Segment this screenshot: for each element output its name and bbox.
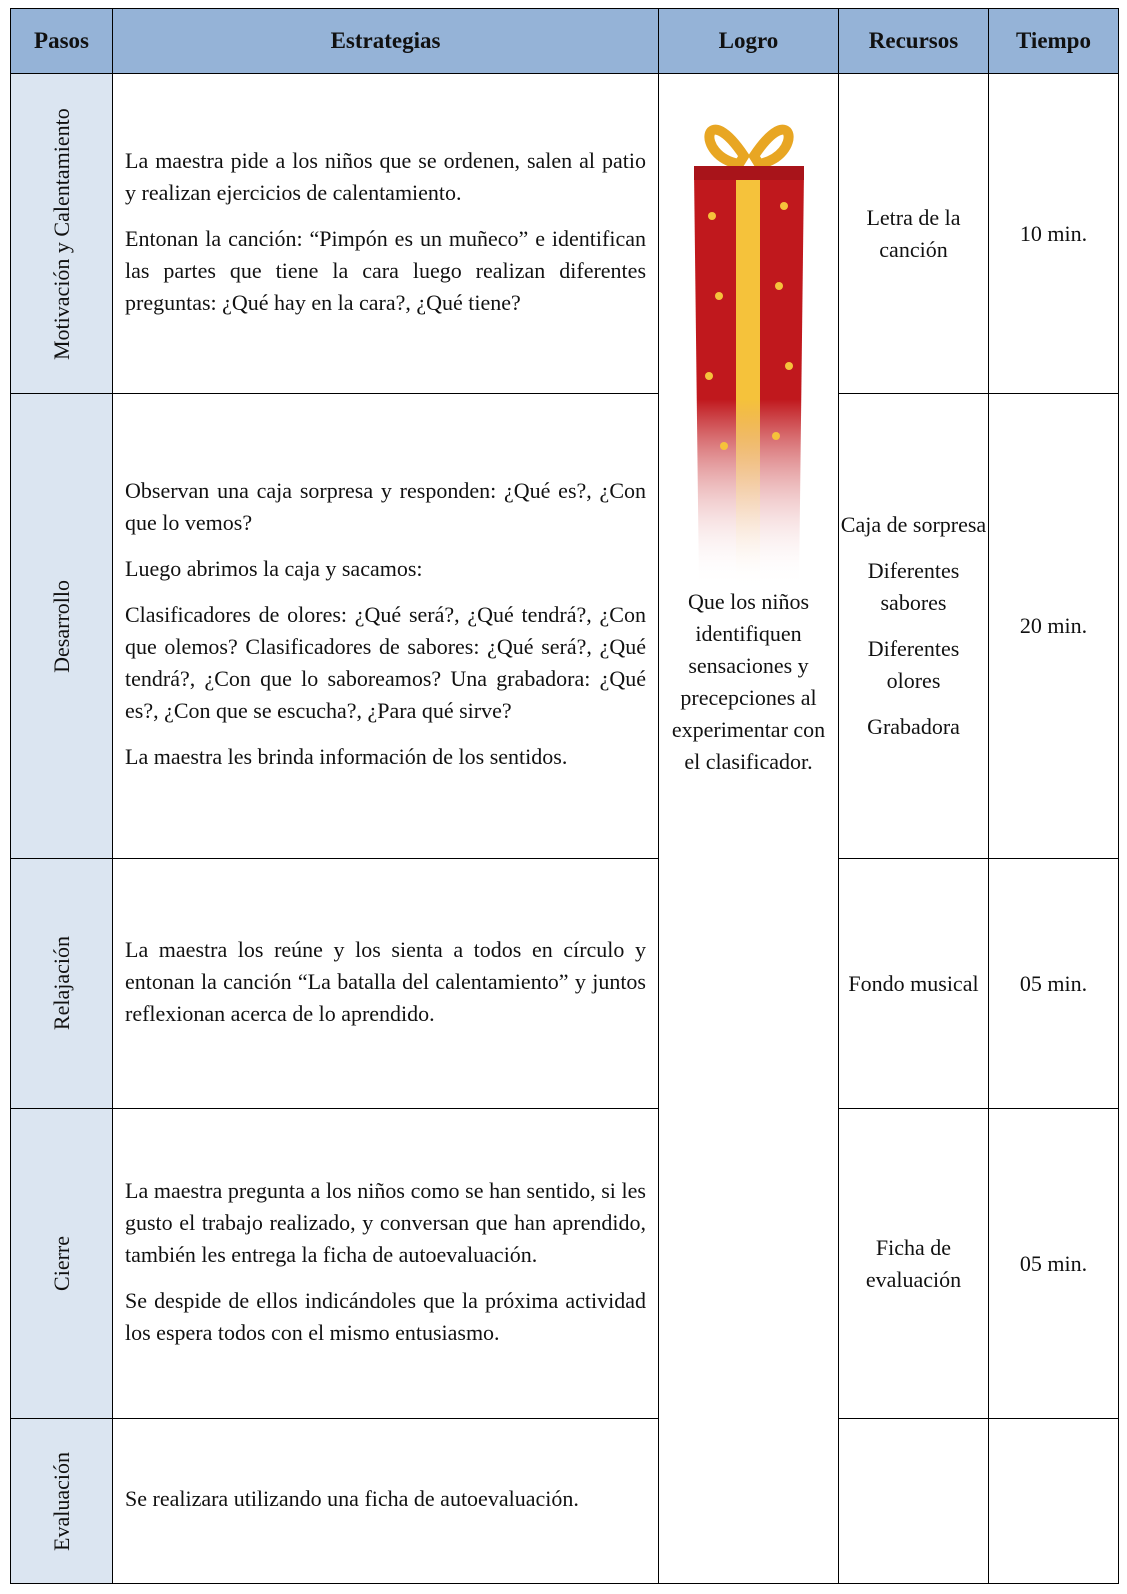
step-cell: Cierre	[10, 1108, 113, 1419]
resource-cell	[838, 1418, 989, 1584]
row: Motivación y Calentamiento La maestra pi…	[10, 73, 1119, 1584]
step-cell: Relajación	[10, 858, 113, 1109]
step-cell: Motivación y Calentamiento	[10, 73, 113, 394]
resource-text: Fondo musical	[848, 970, 979, 996]
strategy-text: La maestra los reúne y los sienta a todo…	[125, 936, 646, 1026]
header-cell: Estrategias	[112, 8, 659, 74]
header-cell: Tiempo	[988, 8, 1119, 74]
step-cell: Desarrollo	[10, 393, 113, 859]
strategy-text: Entonan la canción: “Pimpón es un muñeco…	[125, 225, 646, 315]
strategy-cell: Observan una caja sorpresa y responden: …	[112, 393, 659, 859]
resource-cell: Ficha de evaluación	[838, 1108, 989, 1419]
strategy-text: Clasificadores de olores: ¿Qué será?, ¿Q…	[125, 602, 646, 723]
strategy-text: Se realizara utilizando una ficha de aut…	[125, 1486, 579, 1511]
strategy-cell: Se realizara utilizando una ficha de aut…	[112, 1418, 659, 1584]
achievement-text: Que los niños identifiquen sensaciones y…	[671, 589, 826, 774]
resource-text: Letra de la canción	[866, 204, 961, 262]
resource-text: Caja de sorpresa	[840, 512, 987, 537]
resource-text: Diferentes sabores	[867, 558, 960, 615]
resource-cell: Letra de la canción	[838, 73, 989, 394]
time-cell: 05 min.	[988, 1108, 1119, 1419]
step-cell: Evaluación	[10, 1418, 113, 1584]
step-label: Cierre	[48, 1236, 74, 1291]
strategy-text: La maestra pregunta a los niños como se …	[125, 1177, 646, 1267]
gift-icon	[693, 124, 804, 586]
achievement-cell: Que los niños identifiquen sensaciones y…	[658, 73, 839, 1584]
step-label: Evaluación	[48, 1451, 74, 1551]
strategy-text: Se despide de ellos indicándoles que la …	[125, 1287, 646, 1345]
time-cell: 20 min.	[988, 393, 1119, 859]
strategy-text: Luego abrimos la caja y sacamos:	[125, 556, 423, 581]
strategy-cell: La maestra los reúne y los sienta a todo…	[112, 858, 659, 1109]
step-label: Relajación	[48, 936, 74, 1031]
resource-text: Ficha de evaluación	[865, 1234, 962, 1292]
strategy-text: La maestra pide a los niños que se orden…	[125, 147, 646, 205]
step-label: Motivación y Calentamiento	[48, 107, 74, 360]
resource-text: Diferentes olores	[867, 636, 960, 693]
strategy-text: La maestra les brinda información de los…	[125, 744, 568, 769]
lesson-table: Pasos Estrategias Logro Recursos Tiempo …	[10, 8, 1119, 1584]
strategy-text: Observan una caja sorpresa y responden: …	[125, 478, 646, 535]
header-cell: Logro	[658, 8, 839, 74]
time-cell	[988, 1418, 1119, 1584]
time-cell: 10 min.	[988, 73, 1119, 394]
strategy-cell: La maestra pide a los niños que se orden…	[112, 73, 659, 394]
strategy-cell: La maestra pregunta a los niños como se …	[112, 1108, 659, 1419]
step-label: Desarrollo	[48, 579, 74, 673]
header-cell: Pasos	[10, 8, 113, 74]
row: Evaluación Se realizara utilizando una f…	[10, 1418, 1119, 1584]
header-cell: Recursos	[838, 8, 989, 74]
row: Relajación La maestra los reúne y los si…	[10, 858, 1119, 1109]
row: Desarrollo Observan una caja sorpresa y …	[10, 393, 1119, 859]
resource-cell: Fondo musical	[838, 858, 989, 1109]
resource-cell: Caja de sorpresa Diferentes sabores Dife…	[838, 393, 989, 859]
time-cell: 05 min.	[988, 858, 1119, 1109]
row: Cierre La maestra pregunta a los niños c…	[10, 1108, 1119, 1419]
resource-text: Grabadora	[867, 714, 960, 739]
header-row: Pasos Estrategias Logro Recursos Tiempo	[10, 8, 1119, 74]
